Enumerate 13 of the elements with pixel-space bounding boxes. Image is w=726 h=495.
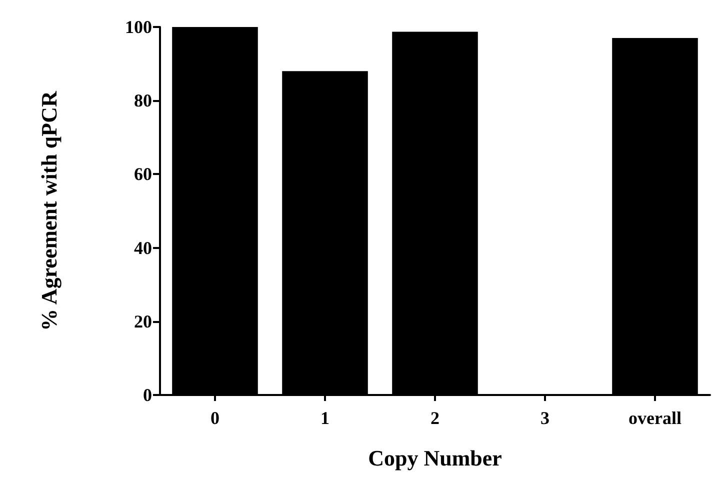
- y-tick-label: 40: [134, 238, 152, 258]
- y-tick-label: 100: [125, 17, 152, 37]
- x-axis-title: Copy Number: [368, 446, 502, 470]
- x-tick-label: 1: [320, 408, 330, 428]
- x-tick-label: 0: [210, 408, 220, 428]
- y-axis-title: % Agreement with qPCR: [36, 90, 62, 331]
- y-tick-label: 0: [143, 385, 152, 405]
- x-tick-label: 3: [540, 408, 550, 428]
- x-tick-label: 2: [430, 408, 440, 428]
- y-tick-label: 60: [134, 164, 152, 184]
- y-tick-label: 80: [134, 90, 152, 111]
- x-tick-label: overall: [628, 408, 682, 428]
- y-tick-label: 20: [134, 311, 152, 332]
